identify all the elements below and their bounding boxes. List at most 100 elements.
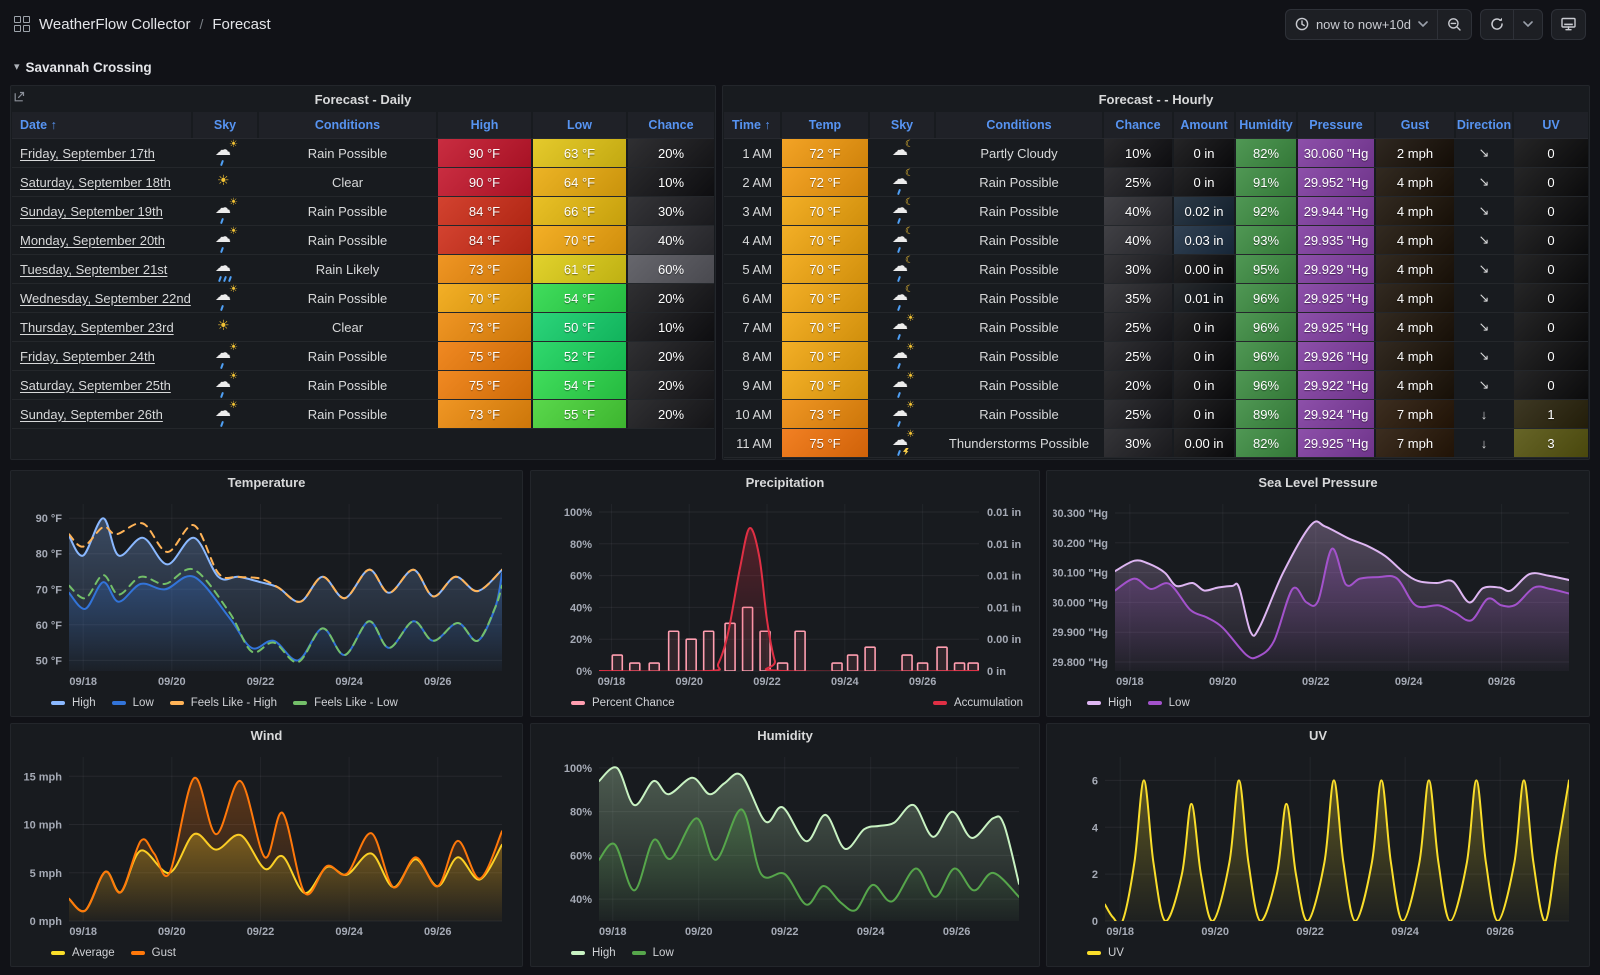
column-header-time[interactable]: Time ↑ bbox=[724, 112, 782, 138]
column-header-conditions[interactable]: Conditions bbox=[259, 112, 438, 138]
series-line-feels-like-high bbox=[69, 522, 502, 603]
legend-item[interactable]: UV bbox=[1087, 947, 1124, 959]
cell-conditions: Rain Possible bbox=[936, 197, 1104, 225]
svg-text:100%: 100% bbox=[564, 763, 592, 775]
cell-amount: 0 in bbox=[1174, 342, 1236, 370]
legend-label: High bbox=[592, 947, 616, 960]
legend-item[interactable]: Accumulation bbox=[932, 697, 1023, 709]
date-link[interactable]: Saturday, September 25th bbox=[20, 377, 171, 393]
column-header-sky[interactable]: Sky bbox=[193, 112, 259, 138]
apps-grid-icon[interactable] bbox=[14, 16, 30, 32]
arrow-s-icon: ↓ bbox=[1480, 435, 1488, 451]
bar bbox=[776, 662, 789, 672]
column-header-conditions[interactable]: Conditions bbox=[936, 112, 1104, 138]
legend-item[interactable]: Gust bbox=[130, 947, 176, 960]
column-header-uv[interactable]: UV bbox=[1514, 112, 1588, 138]
cell-temp: 70 °F bbox=[782, 226, 870, 254]
zoom-out-button[interactable] bbox=[1437, 9, 1471, 39]
date-link[interactable]: Friday, September 24th bbox=[20, 348, 155, 364]
legend-item[interactable]: High bbox=[1087, 697, 1132, 709]
bar bbox=[685, 638, 697, 672]
cell-time: 11 AM bbox=[724, 429, 782, 457]
legend-item[interactable]: Low bbox=[1147, 697, 1190, 709]
refresh-interval-dropdown[interactable] bbox=[1513, 9, 1542, 39]
legend-item[interactable]: Average bbox=[51, 947, 115, 959]
svg-text:09/22: 09/22 bbox=[771, 926, 799, 938]
panel-humidity: Humidity 40% 60% 80% 100% 09/18 09/20 09/22 09/… bbox=[530, 723, 1040, 967]
column-header-chance[interactable]: Chance bbox=[1104, 112, 1174, 138]
date-link[interactable]: Sunday, September 19th bbox=[20, 203, 163, 219]
svg-text:0.00 in: 0.00 in bbox=[987, 634, 1022, 646]
breadcrumb-dashboard[interactable]: WeatherFlow Collector bbox=[39, 15, 191, 33]
column-header-pressure[interactable]: Pressure bbox=[1298, 112, 1376, 138]
cell-uv: 0 bbox=[1514, 226, 1588, 254]
svg-text:30.200 "Hg: 30.200 "Hg bbox=[1053, 538, 1108, 550]
cell-conditions: Rain Possible bbox=[259, 139, 438, 167]
time-range-picker[interactable]: now to now+10d bbox=[1286, 10, 1437, 39]
bar bbox=[936, 646, 948, 672]
rain-sun-icon: ☁ ☀ bbox=[890, 371, 915, 398]
precipitation-chart[interactable]: 0% 20% 40% 60% 80% 100% 0 in 0.00 in 0.01 in 0.01… bbox=[537, 496, 1033, 694]
date-link[interactable]: Thursday, September 23rd bbox=[20, 319, 174, 335]
chart-svg: 0% 20% 40% 60% 80% 100% 0 in 0.00 in 0.01 in 0.01… bbox=[564, 504, 1022, 688]
legend-item[interactable]: Feels Like - High bbox=[169, 697, 277, 709]
wind-chart[interactable]: 0 mph 5 mph 10 mph 15 mph 09/18 09/20 09/22 09/… bbox=[17, 749, 516, 944]
svg-text:09/24: 09/24 bbox=[335, 926, 363, 938]
column-header-direction[interactable]: Direction bbox=[1456, 112, 1514, 138]
pressure-chart[interactable]: 29.800 "Hg 29.900 "Hg 30.000 "Hg 30.100 "Hg… bbox=[1051, 496, 1583, 694]
caret-down-icon bbox=[1418, 21, 1428, 27]
panel-links-icon[interactable] bbox=[14, 89, 25, 107]
cell-low: 63 °F bbox=[533, 139, 628, 167]
legend-item[interactable]: Low bbox=[111, 697, 154, 709]
legend-label: Gust bbox=[151, 947, 176, 960]
hourly-forecast-table: Time ↑ Temp Sky Conditions Chance Amount Humid… bbox=[723, 112, 1589, 458]
legend-item[interactable]: High bbox=[51, 697, 96, 709]
svg-text:09/22: 09/22 bbox=[1302, 676, 1330, 688]
arrow-se-icon: ↘ bbox=[1478, 261, 1490, 276]
column-header-humidity[interactable]: Humidity bbox=[1236, 112, 1298, 138]
cell-high: 90 °F bbox=[438, 168, 533, 196]
svg-text:60%: 60% bbox=[570, 571, 592, 583]
column-header-low[interactable]: Low bbox=[533, 112, 628, 138]
date-link[interactable]: Monday, September 20th bbox=[20, 232, 166, 248]
date-link[interactable]: Sunday, September 26th bbox=[20, 406, 163, 422]
date-link[interactable]: Wednesday, September 22nd bbox=[20, 290, 191, 306]
cell-amount: 0 in bbox=[1174, 400, 1236, 428]
column-header-temp[interactable]: Temp bbox=[782, 112, 870, 138]
date-link[interactable]: Friday, September 17th bbox=[20, 145, 155, 161]
svg-text:80%: 80% bbox=[570, 807, 592, 819]
column-header-high[interactable]: High bbox=[438, 112, 533, 138]
column-header-date[interactable]: Date ↑ bbox=[12, 112, 193, 138]
column-header-sky[interactable]: Sky bbox=[870, 112, 936, 138]
legend-item[interactable]: Low bbox=[631, 947, 674, 959]
panel-temperature: Temperature 50 °F 60 °F 70 °F 80 °F 90 °F 09/… bbox=[10, 470, 523, 717]
svg-text:09/26: 09/26 bbox=[943, 926, 971, 938]
cell-gust: 4 mph bbox=[1376, 342, 1456, 370]
cell-temp: 70 °F bbox=[782, 284, 870, 312]
column-header-chance[interactable]: Chance bbox=[628, 112, 714, 138]
uv-chart[interactable]: 0 2 4 6 09/18 09/20 09/22 09/24 09/26 bbox=[1053, 749, 1583, 944]
svg-text:09/20: 09/20 bbox=[158, 926, 186, 938]
refresh-button[interactable] bbox=[1481, 10, 1513, 39]
cell-amount: 0.01 in bbox=[1174, 284, 1236, 312]
temperature-chart[interactable]: 50 °F 60 °F 70 °F 80 °F 90 °F 09/18 09/20 09/22… bbox=[17, 496, 516, 694]
series-line-low bbox=[69, 572, 502, 662]
date-link[interactable]: Saturday, September 18th bbox=[20, 174, 171, 190]
date-link[interactable]: Tuesday, September 21st bbox=[20, 261, 168, 277]
legend-swatch bbox=[1087, 701, 1101, 706]
humidity-chart[interactable]: 40% 60% 80% 100% 09/18 09/20 09/22 09/24 09/26 bbox=[537, 749, 1033, 944]
legend-item[interactable]: Percent Chance bbox=[571, 697, 674, 709]
svg-text:09/20: 09/20 bbox=[675, 676, 703, 688]
column-header-gust[interactable]: Gust bbox=[1376, 112, 1456, 138]
column-header-amount[interactable]: Amount bbox=[1174, 112, 1236, 138]
table-row: 8 AM 70 °F ☁ ☀ Rain Possible 25% 0 in 96% 29.926… bbox=[724, 342, 1588, 371]
series-line-feels-like-low bbox=[69, 568, 502, 664]
legend-item[interactable]: Feels Like - Low bbox=[293, 697, 398, 709]
legend-item[interactable]: High bbox=[571, 947, 616, 959]
cell-temp: 70 °F bbox=[782, 342, 870, 370]
cell-time: 5 AM bbox=[724, 255, 782, 283]
dashboard-row-toggle[interactable]: ▾ Savannah Crossing bbox=[14, 56, 152, 78]
cell-direction: ↘ bbox=[1456, 168, 1514, 196]
clock-icon bbox=[1295, 17, 1309, 31]
kiosk-mode-button[interactable] bbox=[1552, 10, 1585, 39]
